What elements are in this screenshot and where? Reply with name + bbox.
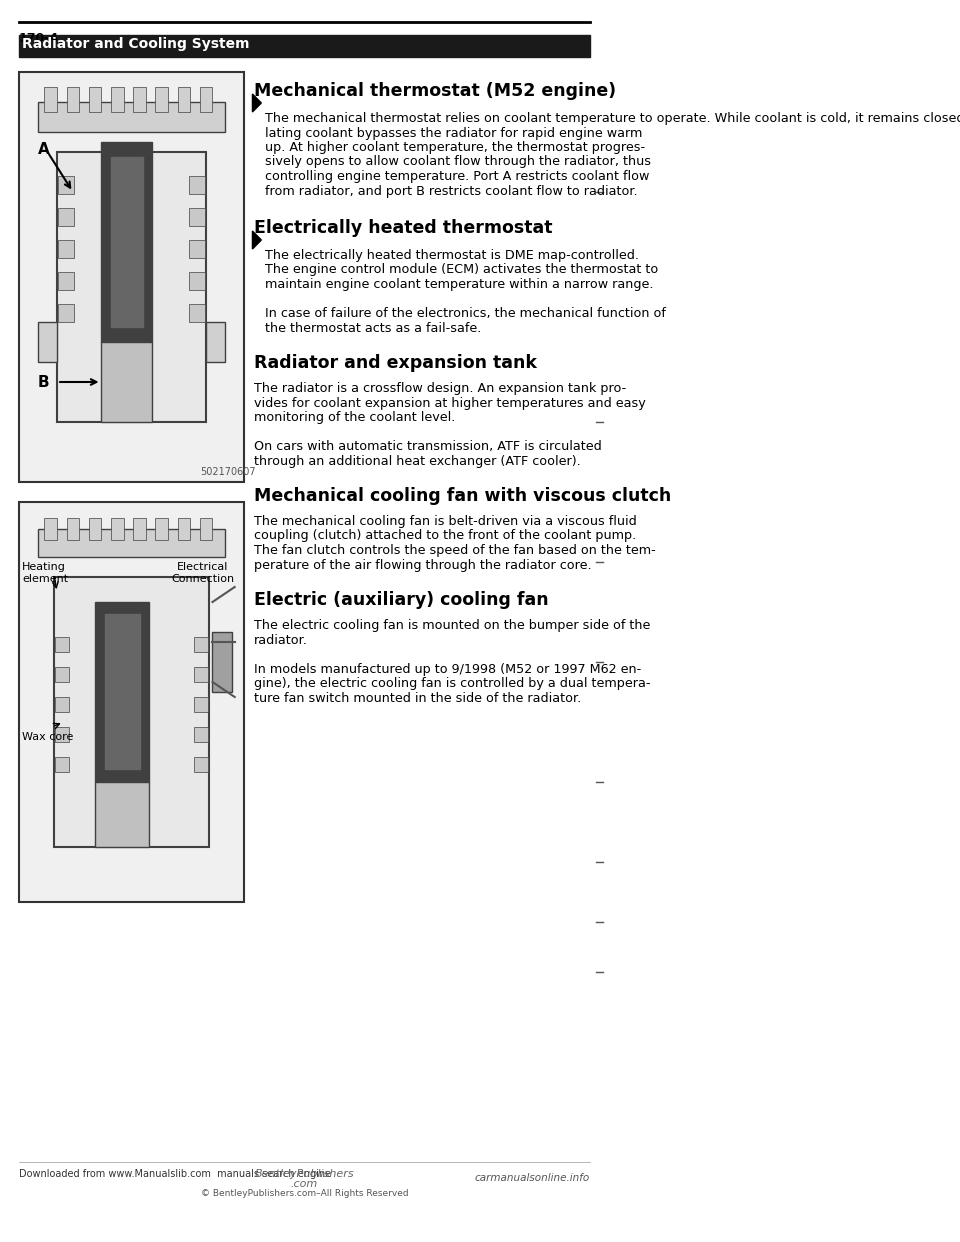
Text: through an additional heat exchanger (ATF cooler).: through an additional heat exchanger (AT… [253, 455, 581, 467]
Text: The mechanical thermostat relies on coolant temperature to operate. While coolan: The mechanical thermostat relies on cool… [265, 112, 960, 125]
Bar [55, 727, 69, 741]
Text: Radiator and expansion tank: Radiator and expansion tank [253, 354, 537, 373]
Text: .com: .com [291, 1179, 318, 1189]
Text: © BentleyPublishers.com–All Rights Reserved: © BentleyPublishers.com–All Rights Reser… [201, 1189, 408, 1199]
Bar [200, 518, 212, 540]
Bar [189, 272, 204, 289]
Bar [89, 518, 102, 540]
Bar [19, 35, 589, 57]
Bar [59, 207, 74, 226]
Text: Electrically heated thermostat: Electrically heated thermostat [253, 219, 552, 237]
Text: The electrically heated thermostat is DME map-controlled.: The electrically heated thermostat is DM… [265, 248, 639, 262]
Bar [133, 518, 146, 540]
Text: Mechanical thermostat (M52 engine): Mechanical thermostat (M52 engine) [253, 82, 616, 101]
Text: The mechanical cooling fan is belt-driven via a viscous fluid: The mechanical cooling fan is belt-drive… [253, 515, 636, 528]
Text: The engine control module (ECM) activates the thermostat to: The engine control module (ECM) activate… [265, 263, 659, 277]
Text: The fan clutch controls the speed of the fan based on the tem-: The fan clutch controls the speed of the… [253, 544, 656, 556]
Text: radiator.: radiator. [253, 633, 307, 647]
Text: maintain engine coolant temperature within a narrow range.: maintain engine coolant temperature with… [265, 278, 654, 291]
Text: ture fan switch mounted in the side of the radiator.: ture fan switch mounted in the side of t… [253, 692, 581, 704]
Bar [55, 697, 69, 712]
Text: sively opens to allow coolant flow through the radiator, thus: sively opens to allow coolant flow throu… [265, 155, 651, 169]
Bar [95, 782, 149, 847]
Text: vides for coolant expansion at higher temperatures and easy: vides for coolant expansion at higher te… [253, 396, 645, 410]
Bar [44, 518, 57, 540]
Text: the thermostat acts as a fail-safe.: the thermostat acts as a fail-safe. [265, 322, 482, 334]
Polygon shape [252, 94, 261, 112]
Bar [189, 207, 204, 226]
Text: BentleyPublishers: BentleyPublishers [254, 1169, 354, 1179]
Bar [111, 87, 124, 112]
Bar [200, 87, 212, 112]
Bar [194, 727, 208, 741]
Bar [38, 529, 226, 556]
Text: 502170607: 502170607 [200, 467, 255, 477]
Bar [156, 87, 168, 112]
Bar [89, 87, 102, 112]
Text: Radiator and Cooling System: Radiator and Cooling System [22, 37, 250, 51]
Text: coupling (clutch) attached to the front of the coolant pump.: coupling (clutch) attached to the front … [253, 529, 636, 543]
Bar [194, 758, 208, 773]
Text: In models manufactured up to 9/1998 (M52 or 1997 M62 en-: In models manufactured up to 9/1998 (M52… [253, 662, 641, 676]
Text: 170-4: 170-4 [19, 32, 60, 45]
Bar [44, 87, 57, 112]
Text: carmanualsonline.info: carmanualsonline.info [474, 1172, 589, 1182]
Text: lating coolant bypasses the radiator for rapid engine warm: lating coolant bypasses the radiator for… [265, 127, 642, 139]
Bar [189, 176, 204, 194]
Text: On cars with automatic transmission, ATF is circulated: On cars with automatic transmission, ATF… [253, 440, 602, 453]
Bar [59, 176, 74, 194]
Bar [102, 342, 153, 422]
Bar [194, 667, 208, 682]
Text: The electric cooling fan is mounted on the bumper side of the: The electric cooling fan is mounted on t… [253, 619, 650, 632]
Bar [95, 602, 149, 782]
Text: Mechanical cooling fan with viscous clutch: Mechanical cooling fan with viscous clut… [253, 487, 671, 505]
Bar [111, 156, 143, 327]
Bar [19, 502, 244, 902]
Bar [38, 102, 226, 132]
Bar [133, 87, 146, 112]
Text: monitoring of the coolant level.: monitoring of the coolant level. [253, 411, 455, 424]
Bar [66, 87, 80, 112]
Text: Electric (auxiliary) cooling fan: Electric (auxiliary) cooling fan [253, 591, 548, 609]
Text: B: B [38, 375, 50, 390]
Text: Heating
element: Heating element [22, 561, 68, 584]
Text: from radiator, and port B restricts coolant flow to radiator.: from radiator, and port B restricts cool… [265, 185, 637, 197]
Bar [206, 322, 226, 361]
Bar [38, 322, 57, 361]
Bar [19, 72, 244, 482]
Bar [178, 87, 190, 112]
Bar [111, 518, 124, 540]
Text: up. At higher coolant temperature, the thermostat progres-: up. At higher coolant temperature, the t… [265, 142, 645, 154]
Bar [156, 518, 168, 540]
Text: Electrical
Connection: Electrical Connection [172, 561, 234, 584]
Bar [194, 697, 208, 712]
Bar [59, 240, 74, 258]
Bar [55, 637, 69, 652]
Bar [189, 240, 204, 258]
Bar [194, 637, 208, 652]
Bar [55, 667, 69, 682]
Bar [55, 758, 69, 773]
Bar [66, 518, 80, 540]
Text: Wax core: Wax core [22, 732, 74, 741]
Text: controlling engine temperature. Port A restricts coolant flow: controlling engine temperature. Port A r… [265, 170, 650, 183]
Text: perature of the air flowing through the radiator core.: perature of the air flowing through the … [253, 559, 591, 571]
Text: Downloaded from www.Manualslib.com  manuals search engine: Downloaded from www.Manualslib.com manua… [19, 1169, 331, 1179]
Bar [178, 518, 190, 540]
Bar [57, 152, 206, 422]
Bar [189, 304, 204, 322]
Text: The radiator is a crossflow design. An expansion tank pro-: The radiator is a crossflow design. An e… [253, 383, 626, 395]
Bar [105, 614, 139, 769]
Bar [54, 578, 209, 847]
Bar [212, 632, 231, 692]
Bar [102, 142, 153, 342]
Text: In case of failure of the electronics, the mechanical function of: In case of failure of the electronics, t… [265, 307, 666, 320]
Text: gine), the electric cooling fan is controlled by a dual tempera-: gine), the electric cooling fan is contr… [253, 677, 650, 691]
Bar [59, 304, 74, 322]
Polygon shape [252, 231, 261, 248]
Text: A: A [38, 142, 50, 156]
Bar [59, 272, 74, 289]
